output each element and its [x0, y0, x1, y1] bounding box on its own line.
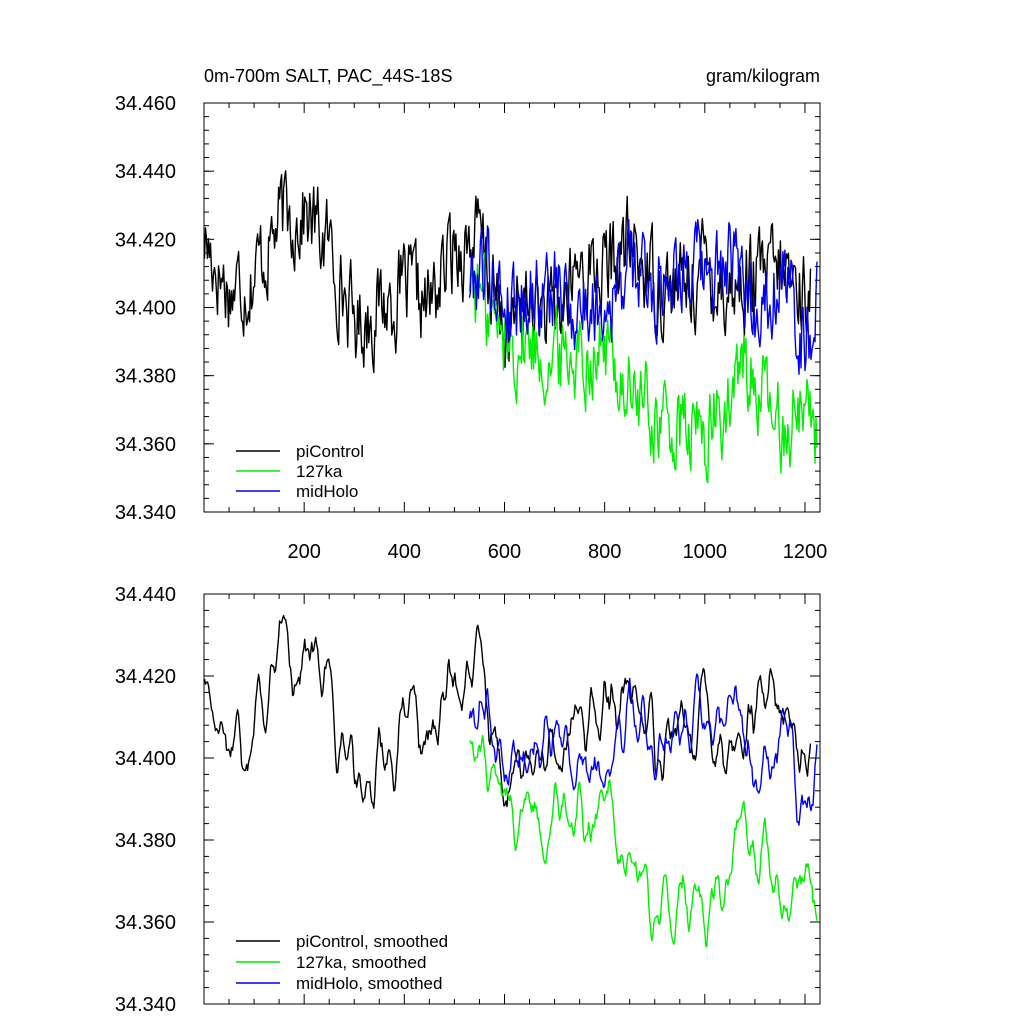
top-xtick-label: 1000 [683, 541, 728, 563]
bottom-legend-label: midHolo, smoothed [296, 974, 442, 993]
bottom-series-midholo-smoothed [468, 673, 818, 826]
top-ytick-label: 34.360 [115, 434, 176, 456]
bottom-legend-label: piControl, smoothed [296, 932, 448, 951]
bottom-series-127ka-smoothed [469, 734, 818, 948]
top-xtick-label: 200 [287, 541, 320, 563]
top-panel: 0m-700m SALT, PAC_44S-18S gram/kilogram … [115, 66, 827, 563]
top-xtick-label: 400 [388, 541, 421, 563]
top-title-left: 0m-700m SALT, PAC_44S-18S [204, 66, 452, 87]
top-series-midholo [468, 218, 818, 375]
bottom-plot-series [203, 614, 818, 948]
top-ytick-label: 34.400 [115, 298, 176, 320]
bottom-legend-label: 127ka, smoothed [296, 953, 426, 972]
top-title-right: gram/kilogram [706, 66, 820, 86]
bottom-legend: piControl, smoothed 127ka, smoothed midHol… [236, 932, 448, 993]
bottom-ytick-label: 34.360 [115, 912, 176, 934]
top-xtick-label: 1200 [783, 541, 828, 563]
top-legend-label: midHolo [296, 482, 358, 501]
top-xtick-label: 600 [488, 541, 521, 563]
top-xtick-label: 800 [588, 541, 621, 563]
bottom-ytick-label: 34.440 [115, 584, 176, 606]
top-legend-label: 127ka [296, 462, 343, 481]
top-legend-label: piControl [296, 442, 364, 461]
top-ytick-label: 34.380 [115, 366, 176, 388]
top-ytick-label: 34.420 [115, 229, 176, 251]
bottom-plot-frame [203, 593, 821, 1005]
bottom-panel: 34.340 34.360 34.380 34.400 34.420 34.440 piC… [115, 584, 821, 1016]
top-axes: 34.340 34.360 34.380 34.400 34.420 34.440 34.4… [115, 93, 827, 563]
top-series-127ka [468, 252, 818, 484]
bottom-ytick-label: 34.400 [115, 748, 176, 770]
top-ytick-label: 34.440 [115, 161, 176, 183]
top-plot-series [203, 170, 818, 484]
top-ytick-label: 34.460 [115, 93, 176, 115]
bottom-ytick-label: 34.420 [115, 666, 176, 688]
bottom-ytick-label: 34.340 [115, 994, 176, 1016]
bottom-axes: 34.340 34.360 34.380 34.400 34.420 34.440 [115, 584, 820, 1016]
bottom-ytick-label: 34.380 [115, 830, 176, 852]
top-ytick-label: 34.340 [115, 502, 176, 524]
